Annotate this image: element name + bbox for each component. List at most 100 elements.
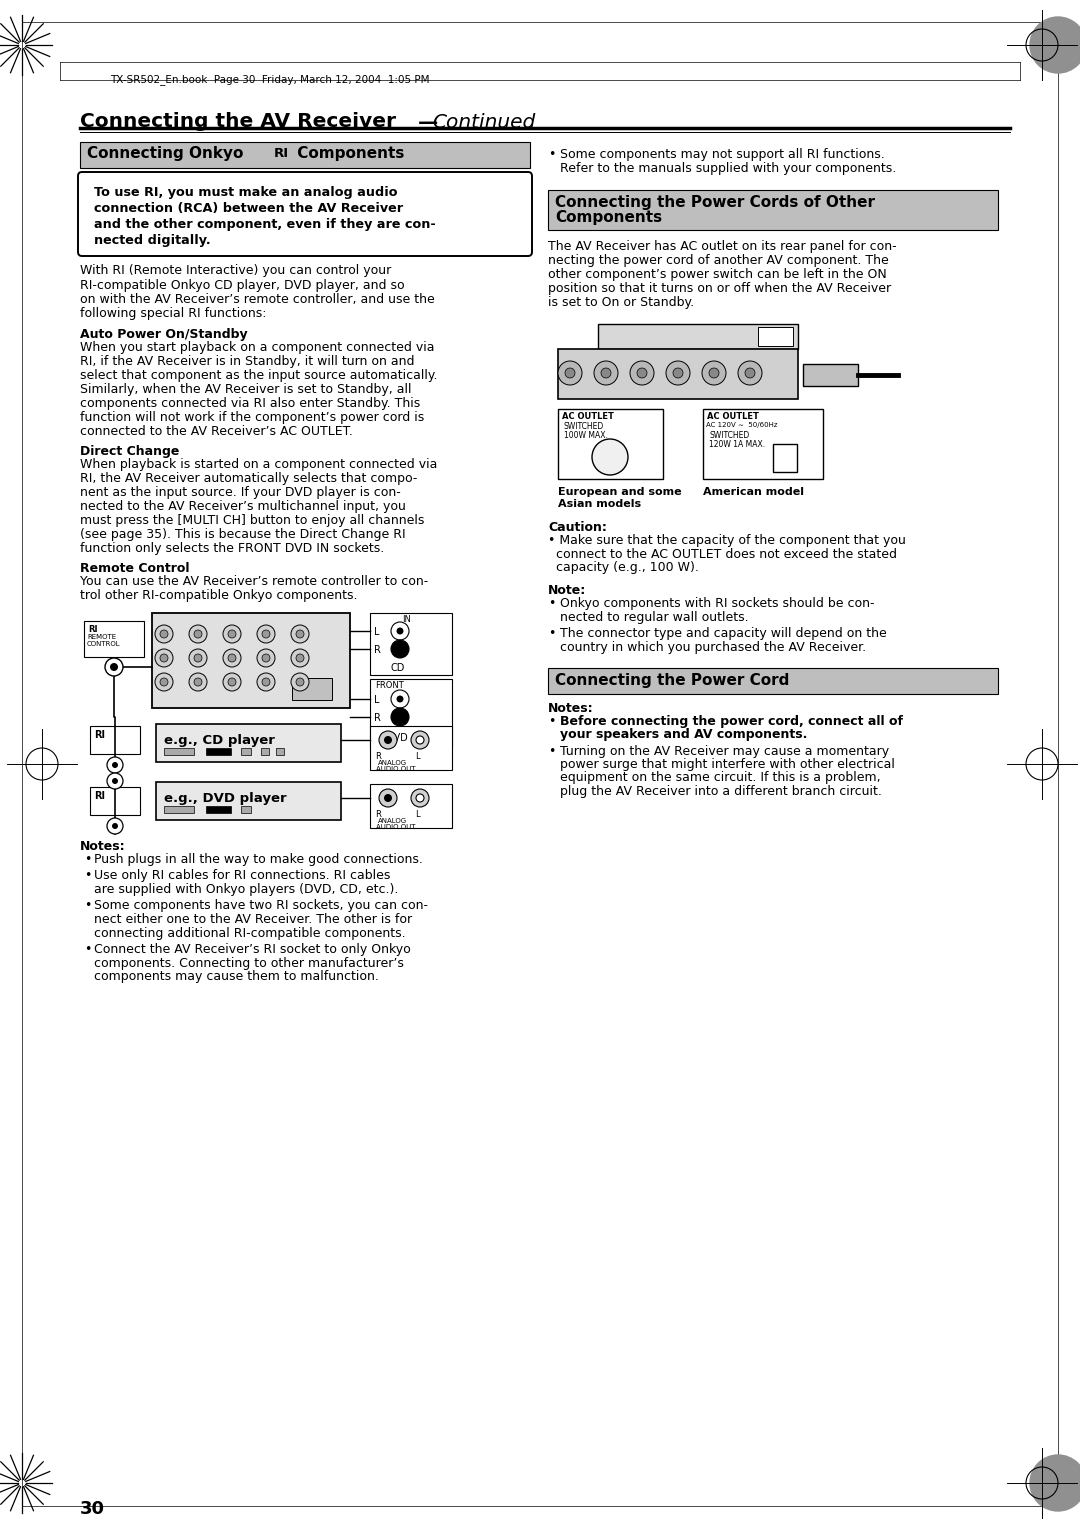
Text: •: •	[84, 943, 92, 957]
Bar	[241, 749, 251, 755]
Text: IN: IN	[403, 614, 411, 623]
Circle shape	[189, 625, 207, 643]
Bar	[773, 445, 797, 472]
Text: other component’s power switch can be left in the ON: other component’s power switch can be le…	[548, 267, 887, 281]
Text: and the other component, even if they are con-: and the other component, even if they ar…	[94, 219, 435, 231]
Circle shape	[379, 730, 397, 749]
Text: •: •	[548, 744, 555, 758]
Text: American model: American model	[703, 487, 804, 497]
Circle shape	[637, 368, 647, 377]
Circle shape	[228, 630, 237, 639]
Text: Connecting the AV Receiver: Connecting the AV Receiver	[80, 112, 396, 131]
Text: e.g., DVD player: e.g., DVD player	[164, 792, 286, 805]
Text: •: •	[548, 597, 555, 611]
Text: on with the AV Receiver’s remote controller, and use the: on with the AV Receiver’s remote control…	[80, 293, 435, 306]
Text: nected to regular wall outlets.: nected to regular wall outlets.	[561, 611, 748, 623]
Text: RI, if the AV Receiver is in Standby, it will turn on and: RI, if the AV Receiver is in Standby, it…	[80, 354, 415, 368]
Circle shape	[222, 672, 241, 691]
Text: RI, the AV Receiver automatically selects that compo-: RI, the AV Receiver automatically select…	[80, 472, 417, 484]
Text: You can use the AV Receiver’s remote controller to con-: You can use the AV Receiver’s remote con…	[80, 575, 429, 588]
Text: Push plugs in all the way to make good connections.: Push plugs in all the way to make good c…	[94, 853, 423, 866]
Circle shape	[228, 654, 237, 662]
Text: Components: Components	[292, 147, 404, 160]
Circle shape	[673, 368, 683, 377]
Bar	[152, 613, 350, 707]
Circle shape	[384, 795, 392, 802]
Text: When you start playback on a component connected via: When you start playback on a component c…	[80, 341, 434, 354]
Text: must press the [MULTI CH] button to enjoy all channels: must press the [MULTI CH] button to enjo…	[80, 513, 424, 527]
Text: necting the power cord of another AV component. The: necting the power cord of another AV com…	[548, 254, 889, 267]
Circle shape	[600, 368, 611, 377]
Bar	[80, 142, 530, 168]
Text: are supplied with Onkyo players (DVD, CD, etc.).: are supplied with Onkyo players (DVD, CD…	[94, 883, 399, 895]
Text: AC 120V ∼  50/60Hz: AC 120V ∼ 50/60Hz	[706, 422, 778, 428]
Text: 120W 1A MAX.: 120W 1A MAX.	[708, 440, 765, 449]
Circle shape	[1030, 17, 1080, 73]
Circle shape	[194, 630, 202, 639]
Circle shape	[262, 678, 270, 686]
Bar	[206, 749, 231, 755]
Text: Use only RI cables for RI connections. RI cables: Use only RI cables for RI connections. R…	[94, 869, 390, 883]
Circle shape	[189, 672, 207, 691]
Circle shape	[630, 361, 654, 385]
Text: Turning on the AV Receiver may cause a momentary: Turning on the AV Receiver may cause a m…	[561, 744, 889, 758]
Text: •: •	[548, 148, 555, 160]
Text: • Make sure that the capacity of the component that you: • Make sure that the capacity of the com…	[548, 533, 906, 547]
Circle shape	[257, 649, 275, 668]
Text: power surge that might interfere with other electrical: power surge that might interfere with ot…	[561, 758, 895, 772]
Circle shape	[156, 649, 173, 668]
Text: •: •	[548, 628, 555, 640]
Bar	[206, 805, 231, 813]
Text: RI: RI	[94, 730, 105, 740]
Bar	[558, 348, 798, 399]
Text: nect either one to the AV Receiver. The other is for: nect either one to the AV Receiver. The …	[94, 914, 413, 926]
Text: Notes:: Notes:	[80, 840, 125, 853]
Circle shape	[594, 361, 618, 385]
Circle shape	[262, 654, 270, 662]
Text: plug the AV Receiver into a different branch circuit.: plug the AV Receiver into a different br…	[561, 785, 882, 798]
Circle shape	[391, 640, 409, 659]
Bar	[164, 805, 194, 813]
Bar	[758, 327, 793, 345]
Text: components may cause them to malfunction.: components may cause them to malfunction…	[94, 970, 379, 983]
Circle shape	[411, 730, 429, 749]
Text: To use RI, you must make an analog audio: To use RI, you must make an analog audio	[94, 186, 397, 199]
Text: Note:: Note:	[548, 585, 586, 597]
Text: select that component as the input source automatically.: select that component as the input sourc…	[80, 368, 437, 382]
Text: AC OUTLET: AC OUTLET	[562, 413, 613, 422]
Text: Caution:: Caution:	[548, 521, 607, 533]
Text: ANALOG: ANALOG	[378, 759, 407, 766]
Text: L: L	[415, 810, 420, 819]
Text: —: —	[418, 113, 438, 131]
Text: Components: Components	[555, 209, 662, 225]
Text: The connector type and capacity will depend on the: The connector type and capacity will dep…	[561, 628, 887, 640]
Circle shape	[105, 659, 123, 675]
Circle shape	[291, 649, 309, 668]
Circle shape	[160, 654, 168, 662]
Text: With RI (Remote Interactive) you can control your: With RI (Remote Interactive) you can con…	[80, 264, 391, 277]
Text: function will not work if the component’s power cord is: function will not work if the component’…	[80, 411, 424, 423]
Circle shape	[379, 788, 397, 807]
Text: nent as the input source. If your DVD player is con-: nent as the input source. If your DVD pl…	[80, 486, 401, 500]
Circle shape	[416, 795, 424, 802]
Text: Connecting the Power Cords of Other: Connecting the Power Cords of Other	[555, 196, 875, 209]
Circle shape	[291, 625, 309, 643]
Circle shape	[391, 707, 409, 726]
Text: RI: RI	[274, 147, 289, 160]
Text: •: •	[84, 869, 92, 883]
Circle shape	[112, 824, 118, 830]
Text: SWITCHED: SWITCHED	[708, 431, 750, 440]
Circle shape	[189, 649, 207, 668]
Bar	[90, 787, 140, 814]
Bar	[598, 324, 798, 348]
Text: DVD: DVD	[387, 733, 408, 743]
Circle shape	[296, 630, 303, 639]
Circle shape	[107, 817, 123, 834]
Text: Remote Control: Remote Control	[80, 562, 189, 575]
Circle shape	[262, 630, 270, 639]
Bar	[292, 678, 332, 700]
Circle shape	[702, 361, 726, 385]
Circle shape	[565, 368, 575, 377]
Text: your speakers and AV components.: your speakers and AV components.	[561, 727, 808, 741]
Text: •: •	[84, 900, 92, 912]
